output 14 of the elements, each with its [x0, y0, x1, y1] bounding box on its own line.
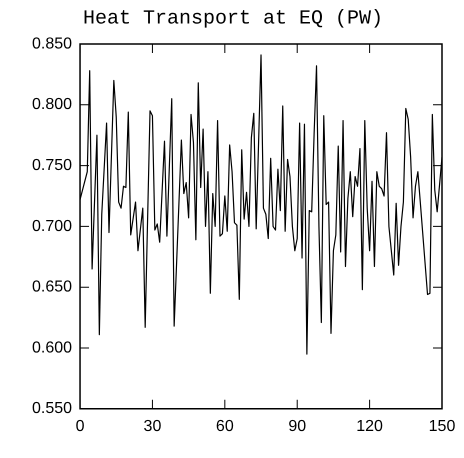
x-tick-label: 150: [428, 418, 456, 435]
chart-title: Heat Transport at EQ (PW): [82, 7, 384, 30]
y-tick-label: 0.650: [32, 278, 72, 296]
x-tick-label: 90: [288, 418, 306, 435]
x-tick-label: 120: [356, 418, 384, 435]
y-tick-label: 0.600: [32, 339, 72, 356]
y-tick-label: 0.550: [32, 400, 72, 418]
x-tick-label: 0: [76, 418, 85, 435]
y-tick-label: 0.800: [32, 96, 72, 114]
y-tick-label: 0.750: [32, 157, 72, 174]
x-tick-label: 30: [144, 418, 162, 435]
x-tick-label: 60: [216, 418, 234, 435]
y-tick-label: 0.700: [32, 218, 72, 235]
y-tick-label: 0.850: [32, 35, 72, 52]
